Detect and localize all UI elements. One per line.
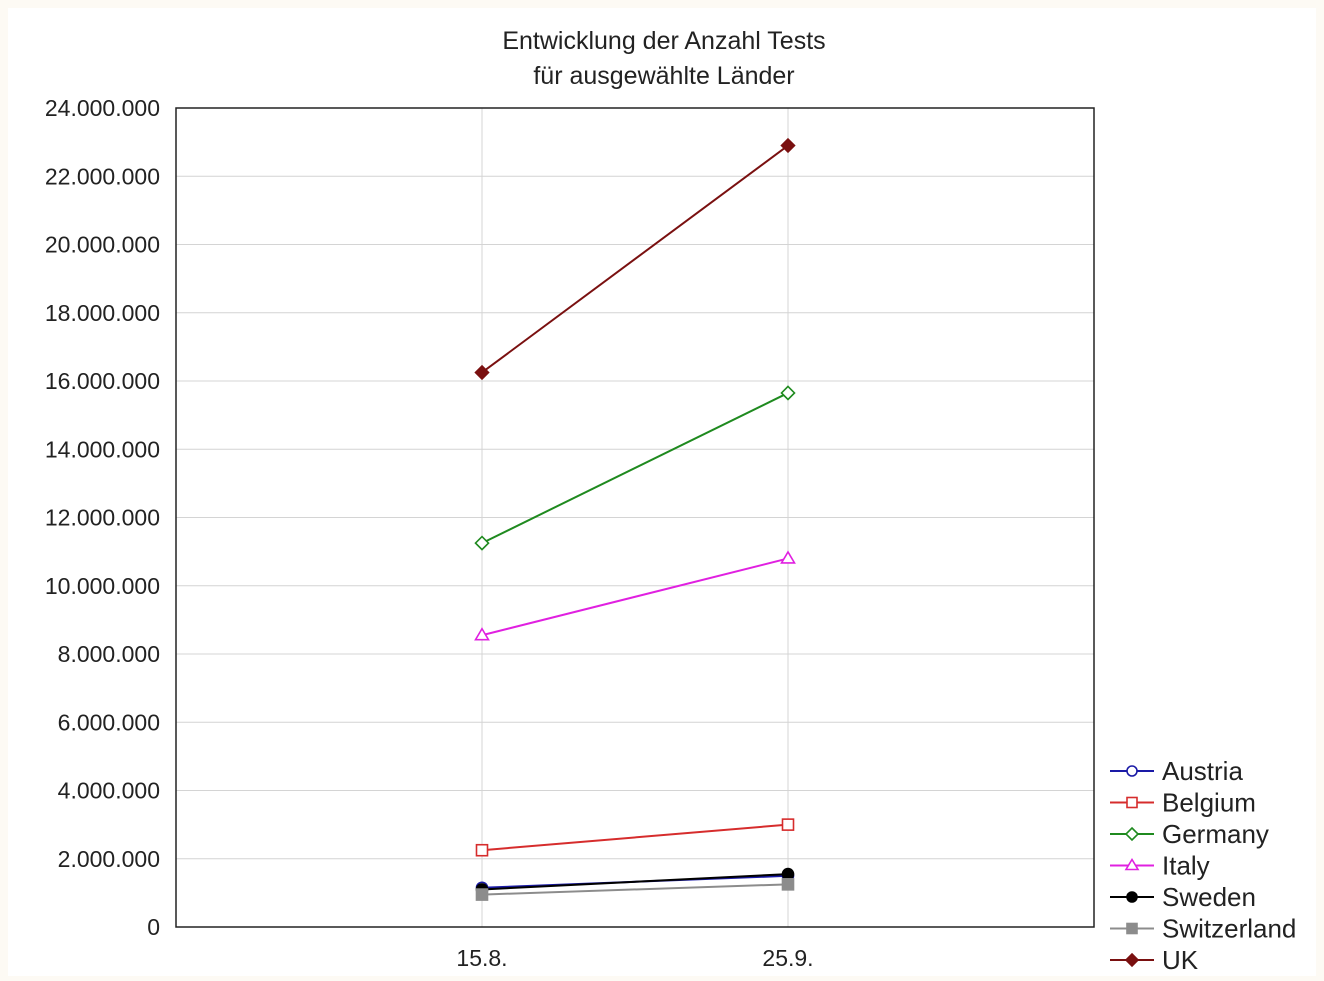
data-point	[1126, 922, 1138, 935]
x-axis: 15.8. 25.9.	[456, 945, 813, 971]
series-line	[481, 144, 789, 374]
data-point	[1126, 765, 1138, 777]
series-line	[481, 823, 789, 852]
legend-label: Germany	[1162, 819, 1269, 849]
y-tick-label: 4.000.000	[58, 778, 160, 804]
data-point	[781, 818, 795, 831]
series-uk	[474, 137, 796, 381]
data-point	[475, 843, 489, 857]
chart-subtitle: für ausgewählte Länder	[533, 62, 794, 90]
legend-label: Belgium	[1162, 788, 1256, 818]
y-tick-label: 22.000.000	[45, 163, 160, 189]
series-line	[481, 883, 789, 896]
series-line	[481, 873, 789, 891]
series-layer	[474, 137, 796, 901]
series-italy	[474, 550, 796, 641]
y-tick-label: 6.000.000	[58, 709, 160, 735]
series-line	[481, 392, 789, 544]
y-tick-label: 18.000.000	[45, 300, 160, 326]
data-point	[781, 867, 795, 881]
data-point	[1126, 796, 1138, 809]
series-belgium	[475, 818, 795, 857]
x-tick-label: 25.9.	[762, 945, 813, 971]
plot-frame	[175, 107, 1095, 928]
y-tick-label: 10.000.000	[45, 573, 160, 599]
series-germany	[474, 385, 796, 551]
legend-item-austria: Austria	[1110, 756, 1243, 786]
chart-background	[8, 8, 1316, 976]
legend-item-sweden: Sweden	[1110, 882, 1256, 912]
data-point	[1124, 826, 1140, 842]
y-tick-label: 8.000.000	[58, 641, 160, 667]
data-point	[781, 878, 795, 891]
legend-label: Switzerland	[1162, 914, 1296, 944]
legend-label: Sweden	[1162, 882, 1256, 912]
y-axis: 0 2.000.000 4.000.000 6.000.000 8.000.000 10.…	[45, 95, 160, 940]
series-line	[481, 557, 789, 637]
y-tick-label: 24.000.000	[45, 95, 160, 121]
legend-item-italy: Italy	[1110, 851, 1210, 881]
grid	[176, 108, 1094, 927]
y-tick-label: 14.000.000	[45, 436, 160, 462]
legend-label: Italy	[1162, 851, 1210, 881]
y-tick-label: 12.000.000	[45, 505, 160, 531]
y-tick-label: 20.000.000	[45, 232, 160, 258]
data-point	[1124, 857, 1140, 871]
legend-item-switzerland: Switzerland	[1110, 914, 1296, 944]
y-tick-label: 2.000.000	[58, 846, 160, 872]
chart-title: Entwicklung der Anzahl Tests	[502, 27, 825, 55]
legend-item-uk: UK	[1110, 945, 1199, 975]
x-tick-label: 15.8.	[456, 945, 507, 971]
legend: AustriaBelgiumGermanyItalySwedenSwitzerl…	[1110, 756, 1296, 975]
series-switzerland	[475, 878, 795, 901]
legend-label: UK	[1162, 945, 1199, 975]
y-tick-label: 0	[147, 914, 160, 940]
legend-item-belgium: Belgium	[1110, 788, 1256, 818]
data-point	[780, 385, 796, 401]
data-point	[1124, 952, 1140, 968]
data-point	[474, 364, 490, 381]
data-point	[474, 627, 490, 641]
data-point	[780, 550, 796, 564]
data-point	[475, 888, 489, 901]
legend-item-germany: Germany	[1110, 819, 1269, 849]
data-point	[780, 137, 796, 154]
legend-label: Austria	[1162, 756, 1243, 786]
y-tick-label: 16.000.000	[45, 368, 160, 394]
data-point	[1126, 891, 1138, 903]
data-point	[474, 535, 490, 551]
